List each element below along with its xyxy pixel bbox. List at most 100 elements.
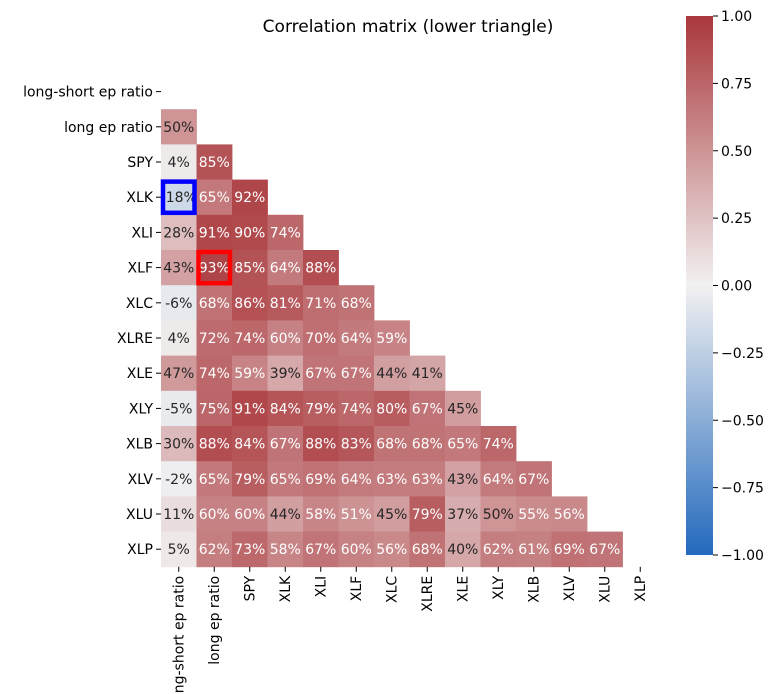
cell-label-r11-c4: 69% — [305, 472, 336, 488]
y-tick-label-11: XLV — [128, 472, 154, 488]
heatmap-cell-r8-c6 — [374, 355, 410, 392]
cell-label-r11-c8: 43% — [447, 472, 478, 488]
colorbar-tick-label-6: −0.50 — [721, 413, 764, 429]
x-tick-label-11: XLV — [562, 575, 578, 601]
cell-label-r7-c0: 4% — [168, 331, 190, 347]
heatmap-cell-r11-c8 — [445, 461, 481, 497]
highlight-boxes — [160, 179, 233, 286]
cell-label-r4-c1: 91% — [199, 225, 230, 241]
heatmap-cells — [161, 109, 623, 568]
cell-label-r13-c5: 60% — [341, 542, 372, 558]
cell-label-r9-c3: 84% — [270, 401, 301, 417]
x-tick-label-6: XLC — [385, 576, 401, 603]
x-axis-ticks: long-short ep ratio long ep ratio SPY XLK XL… — [172, 566, 649, 694]
heatmap-cell-r9-c2 — [232, 390, 268, 427]
cell-label-r11-c6: 63% — [376, 472, 407, 488]
heatmap-cell-r12-c2 — [232, 496, 268, 532]
cell-label-r6-c3: 81% — [270, 296, 301, 312]
cell-label-r4-c0: 28% — [163, 225, 194, 241]
x-tick-label-12: XLU — [598, 576, 614, 603]
cell-label-r6-c5: 68% — [341, 296, 372, 312]
heatmap-cell-r12-c5 — [338, 496, 375, 532]
cell-label-r13-c3: 58% — [270, 542, 301, 558]
heatmap-cell-r5-c3 — [267, 250, 304, 286]
y-tick-label-0: long-short ep ratio — [23, 85, 153, 101]
heatmap-cell-r13-c6 — [374, 531, 410, 568]
heatmap-cell-r10-c0 — [161, 426, 197, 462]
cell-label-r12-c2: 60% — [234, 507, 265, 523]
y-tick-label-5: XLF — [128, 261, 153, 277]
cell-label-r12-c7: 79% — [412, 507, 443, 523]
colorbar-tick-label-0: 1.00 — [721, 9, 752, 25]
cell-label-r12-c4: 58% — [305, 507, 336, 523]
cell-label-r5-c4: 88% — [305, 261, 336, 277]
cell-label-r13-c12: 67% — [589, 542, 620, 558]
cell-label-r12-c11: 56% — [554, 507, 585, 523]
heatmap-cell-r10-c3 — [267, 426, 304, 462]
heatmap-cell-r11-c9 — [480, 461, 517, 497]
heatmap-cell-r1-c0 — [161, 109, 197, 145]
cell-label-r10-c4: 88% — [305, 437, 336, 453]
heatmap-cell-r9-c5 — [338, 390, 375, 427]
chart-title: Correlation matrix (lower triangle) — [263, 17, 554, 37]
colorbar-tick-label-5: −0.25 — [721, 346, 764, 362]
cell-label-r13-c2: 73% — [234, 542, 265, 558]
y-tick-label-12: XLU — [126, 507, 153, 523]
cell-label-r11-c3: 65% — [270, 472, 301, 488]
cell-label-r5-c1: 93% — [199, 261, 230, 277]
cell-label-r12-c5: 51% — [341, 507, 372, 523]
cell-label-r13-c9: 62% — [483, 542, 514, 558]
x-tick-label-5: XLF — [349, 576, 365, 601]
x-tick-label-7: XLRE — [420, 576, 436, 612]
heatmap-cell-r13-c10 — [516, 531, 552, 568]
cell-label-r7-c5: 64% — [341, 331, 372, 347]
colorbar-tick-label-1: 0.75 — [721, 76, 752, 92]
heatmap-cell-r6-c3 — [267, 285, 304, 321]
heatmap-cell-r10-c5 — [338, 426, 375, 462]
heatmap-cell-r5-c0 — [161, 250, 197, 286]
heatmap-cell-r13-c1 — [196, 531, 233, 568]
heatmap-cell-r4-c1 — [196, 214, 233, 251]
cell-label-r11-c5: 64% — [341, 472, 372, 488]
cell-label-r6-c1: 68% — [199, 296, 230, 312]
heatmap-cell-r6-c1 — [196, 285, 233, 321]
heatmap-cell-r12-c8 — [445, 496, 481, 532]
cell-label-r3-c2: 92% — [234, 190, 265, 206]
cell-label-r9-c4: 79% — [305, 401, 336, 417]
heatmap-cell-r10-c8 — [445, 426, 481, 462]
y-axis-ticks: long-short ep ratio long ep ratio SPY XLK XL… — [23, 85, 161, 558]
heatmap-cell-r12-c10 — [516, 496, 552, 532]
cell-label-r9-c5: 74% — [341, 401, 372, 417]
cell-label-r10-c9: 74% — [483, 437, 514, 453]
y-tick-label-13: XLP — [127, 542, 153, 558]
heatmap-cell-r13-c4 — [303, 531, 339, 568]
cell-label-r9-c1: 75% — [199, 401, 230, 417]
cell-label-r8-c1: 74% — [199, 366, 230, 382]
heatmap-cell-r11-c10 — [516, 461, 552, 497]
cell-label-r8-c2: 59% — [234, 366, 265, 382]
cell-label-r6-c2: 86% — [234, 296, 265, 312]
cell-label-r2-c0: 4% — [168, 155, 190, 171]
heatmap-cell-r12-c7 — [409, 496, 446, 532]
cell-label-r10-c8: 65% — [447, 437, 478, 453]
cell-label-r11-c7: 63% — [412, 472, 443, 488]
heatmap-cell-r10-c9 — [480, 426, 517, 462]
cell-label-r7-c2: 74% — [234, 331, 265, 347]
colorbar-tick-label-3: 0.25 — [721, 211, 752, 227]
cell-label-r9-c6: 80% — [376, 401, 407, 417]
heatmap-cell-r5-c1 — [196, 250, 233, 286]
cell-label-r4-c2: 90% — [234, 225, 265, 241]
heatmap-cell-r2-c0 — [161, 144, 197, 180]
heatmap-cell-r12-c1 — [196, 496, 233, 532]
colorbar-gradient — [686, 16, 713, 555]
heatmap-cell-r9-c4 — [303, 390, 339, 427]
x-tick-label-9: XLY — [491, 575, 507, 600]
heatmap-cell-r10-c6 — [374, 426, 410, 462]
cell-label-r5-c2: 85% — [234, 261, 265, 277]
heatmap-cell-r13-c12 — [587, 531, 623, 568]
heatmap-cell-r11-c0 — [161, 461, 197, 497]
heatmap-cell-r13-c3 — [267, 531, 304, 568]
heatmap-cell-r11-c6 — [374, 461, 410, 497]
highlight-box-0 — [160, 179, 197, 216]
heatmap-cell-r13-c7 — [409, 531, 446, 568]
